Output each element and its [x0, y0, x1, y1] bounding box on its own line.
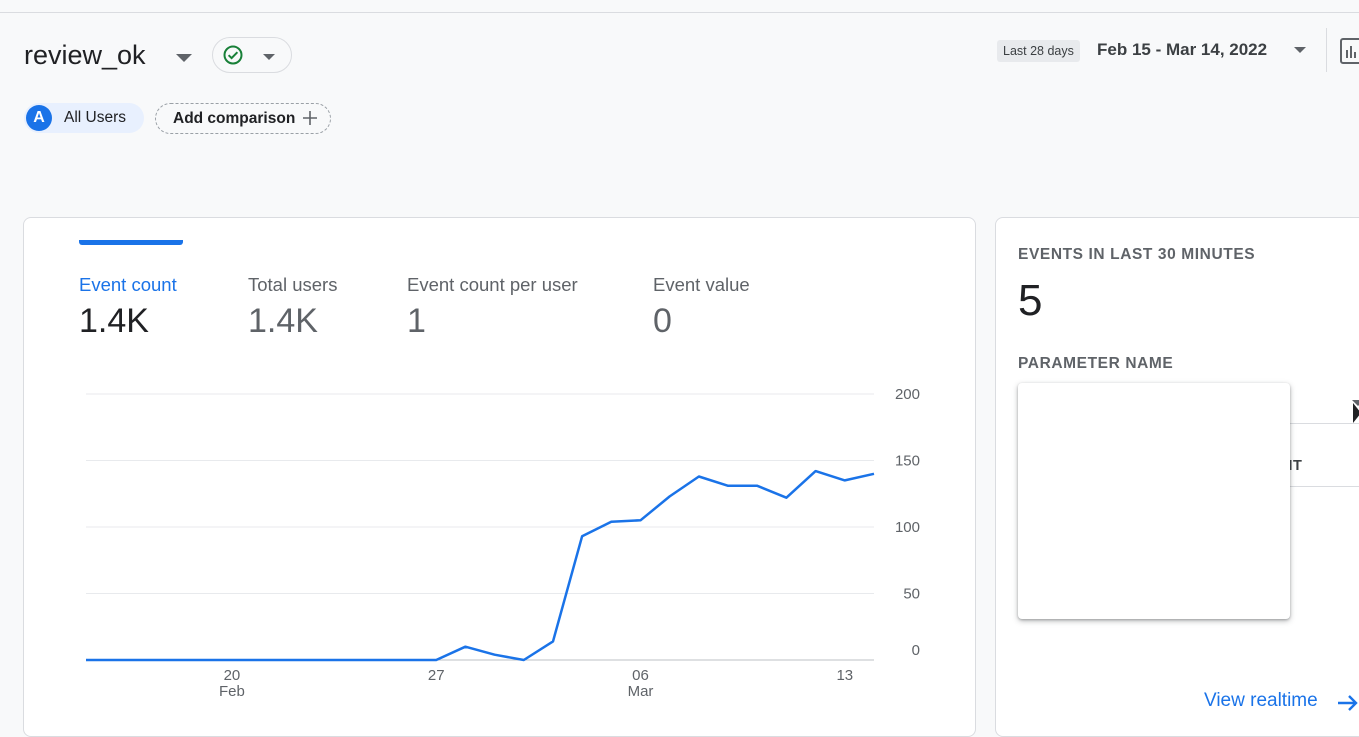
metric-label: Event count: [79, 274, 177, 295]
parameter-dropdown-icon[interactable]: [1352, 400, 1359, 406]
x-tick-month-label: Feb: [219, 683, 245, 700]
y-tick-label: 50: [903, 586, 920, 603]
x-tick-month-label: Mar: [628, 683, 654, 700]
add-comparison-button[interactable]: Add comparison: [155, 103, 331, 134]
y-tick-label: 200: [895, 386, 920, 403]
mouse-cursor-icon: [1353, 403, 1359, 423]
plus-icon: [303, 111, 317, 125]
y-tick-label: 0: [912, 642, 920, 659]
realtime-heading: EVENTS IN LAST 30 MINUTES: [1018, 246, 1256, 263]
metric-tab-event-count-per-user[interactable]: Event count per user 1: [407, 274, 578, 341]
header-divider: [1326, 28, 1327, 72]
page-title: review_ok: [24, 40, 146, 70]
x-tick-label: 06: [632, 667, 649, 684]
segment-label: All Users: [64, 109, 127, 126]
check-circle-icon: [223, 45, 243, 65]
date-range-text[interactable]: Feb 15 - Mar 14, 2022: [1097, 40, 1268, 59]
metric-label: Event value: [653, 274, 750, 295]
y-tick-label: 150: [895, 453, 920, 470]
x-tick-label: 20: [224, 667, 241, 684]
metric-tab-event-count[interactable]: Event count 1.4K: [79, 274, 177, 341]
active-tab-indicator: [79, 240, 183, 245]
series-line: [86, 469, 875, 662]
view-realtime-link[interactable]: View realtime: [1204, 690, 1318, 711]
add-comparison-label: Add comparison: [173, 110, 296, 127]
metric-value: 1.4K: [79, 302, 149, 340]
segment-avatar: A: [26, 105, 52, 131]
parameter-dropdown-menu[interactable]: [1018, 383, 1290, 619]
date-range-chip[interactable]: Last 28 days: [997, 40, 1080, 62]
metric-label: Total users: [248, 274, 338, 295]
metrics-chart-card: Event count 1.4K Total users 1.4K Event …: [23, 217, 976, 737]
metric-value: 1.4K: [248, 302, 318, 340]
segment-chip-all-users[interactable]: A All Users: [24, 103, 144, 133]
customize-report-icon[interactable]: [1340, 38, 1359, 64]
x-tick-label: 27: [428, 667, 445, 684]
arrow-right-icon[interactable]: [1337, 694, 1359, 712]
status-menu-button[interactable]: [212, 37, 292, 73]
metric-tab-total-users[interactable]: Total users 1.4K: [248, 274, 337, 341]
metric-label: Event count per user: [407, 274, 578, 295]
metric-value: 1: [407, 302, 426, 340]
realtime-event-count: 5: [1018, 276, 1043, 325]
date-range-dropdown-icon[interactable]: [1294, 47, 1306, 53]
y-tick-label: 100: [895, 519, 920, 536]
parameter-name-heading: PARAMETER NAME: [1018, 355, 1174, 372]
top-divider: [0, 12, 1359, 13]
chevron-down-icon: [263, 54, 275, 60]
metric-tab-event-value[interactable]: Event value 0: [653, 274, 750, 341]
x-tick-label: 13: [836, 667, 853, 684]
title-dropdown-icon[interactable]: [176, 54, 192, 62]
metric-value: 0: [653, 302, 672, 340]
